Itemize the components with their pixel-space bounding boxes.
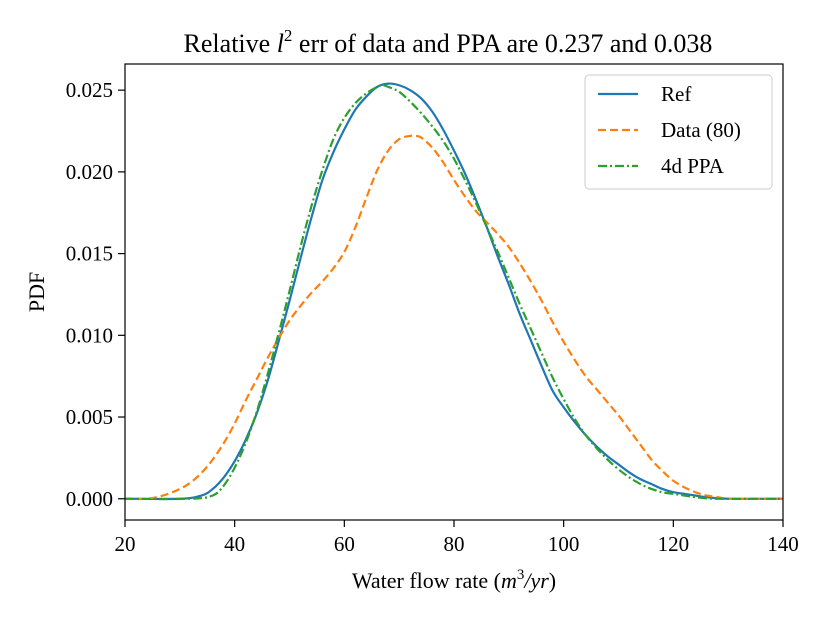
y-tick-label: 0.010: [66, 323, 113, 347]
x-tick-label: 120: [658, 532, 690, 556]
legend-label-data: Data (80): [661, 118, 741, 142]
y-tick-label: 0.015: [66, 242, 113, 266]
x-axis-label-suffix: ): [549, 568, 556, 593]
title-superscript: 2: [284, 26, 293, 45]
x-axis-ticks: 20 40 60 80 100 120 140: [115, 520, 799, 556]
x-axis-label-prefix: Water flow rate (: [352, 568, 501, 593]
legend-label-ppa: 4d PPA: [661, 154, 725, 178]
series-line-data: [125, 134, 783, 501]
x-tick-label: 20: [115, 532, 136, 556]
x-axis-label-sup: 3: [517, 567, 525, 583]
chart-title: Relative l2 err of data and PPA are 0.23…: [184, 26, 713, 58]
legend-label-ref: Ref: [661, 82, 691, 106]
y-tick-label: 0.005: [66, 405, 113, 429]
x-axis-label-rest: /yr: [522, 568, 549, 593]
x-tick-label: 100: [548, 532, 580, 556]
y-tick-label: 0.025: [66, 78, 113, 102]
x-axis-label-m: m: [501, 568, 517, 593]
series-group: [125, 82, 783, 501]
x-tick-label: 40: [224, 532, 245, 556]
x-axis-label: Water flow rate (m3/yr): [352, 567, 556, 593]
series-line-ref: [125, 82, 783, 501]
y-tick-label: 0.000: [66, 487, 113, 511]
series-line-ppa: [125, 84, 783, 501]
legend-box: [584, 74, 773, 190]
x-tick-label: 60: [334, 532, 355, 556]
y-axis-label: PDF: [24, 272, 49, 312]
legend: Ref Data (80) 4d PPA: [584, 74, 773, 190]
title-suffix: err of data and PPA are 0.237 and 0.038: [292, 29, 712, 58]
y-tick-label: 0.020: [66, 160, 113, 184]
title-symbol: l: [277, 29, 284, 58]
x-tick-label: 80: [444, 532, 465, 556]
title-prefix: Relative: [184, 29, 277, 58]
x-tick-label: 140: [767, 532, 799, 556]
y-axis-ticks: 0.000 0.005 0.010 0.015 0.020 0.025: [66, 78, 125, 511]
